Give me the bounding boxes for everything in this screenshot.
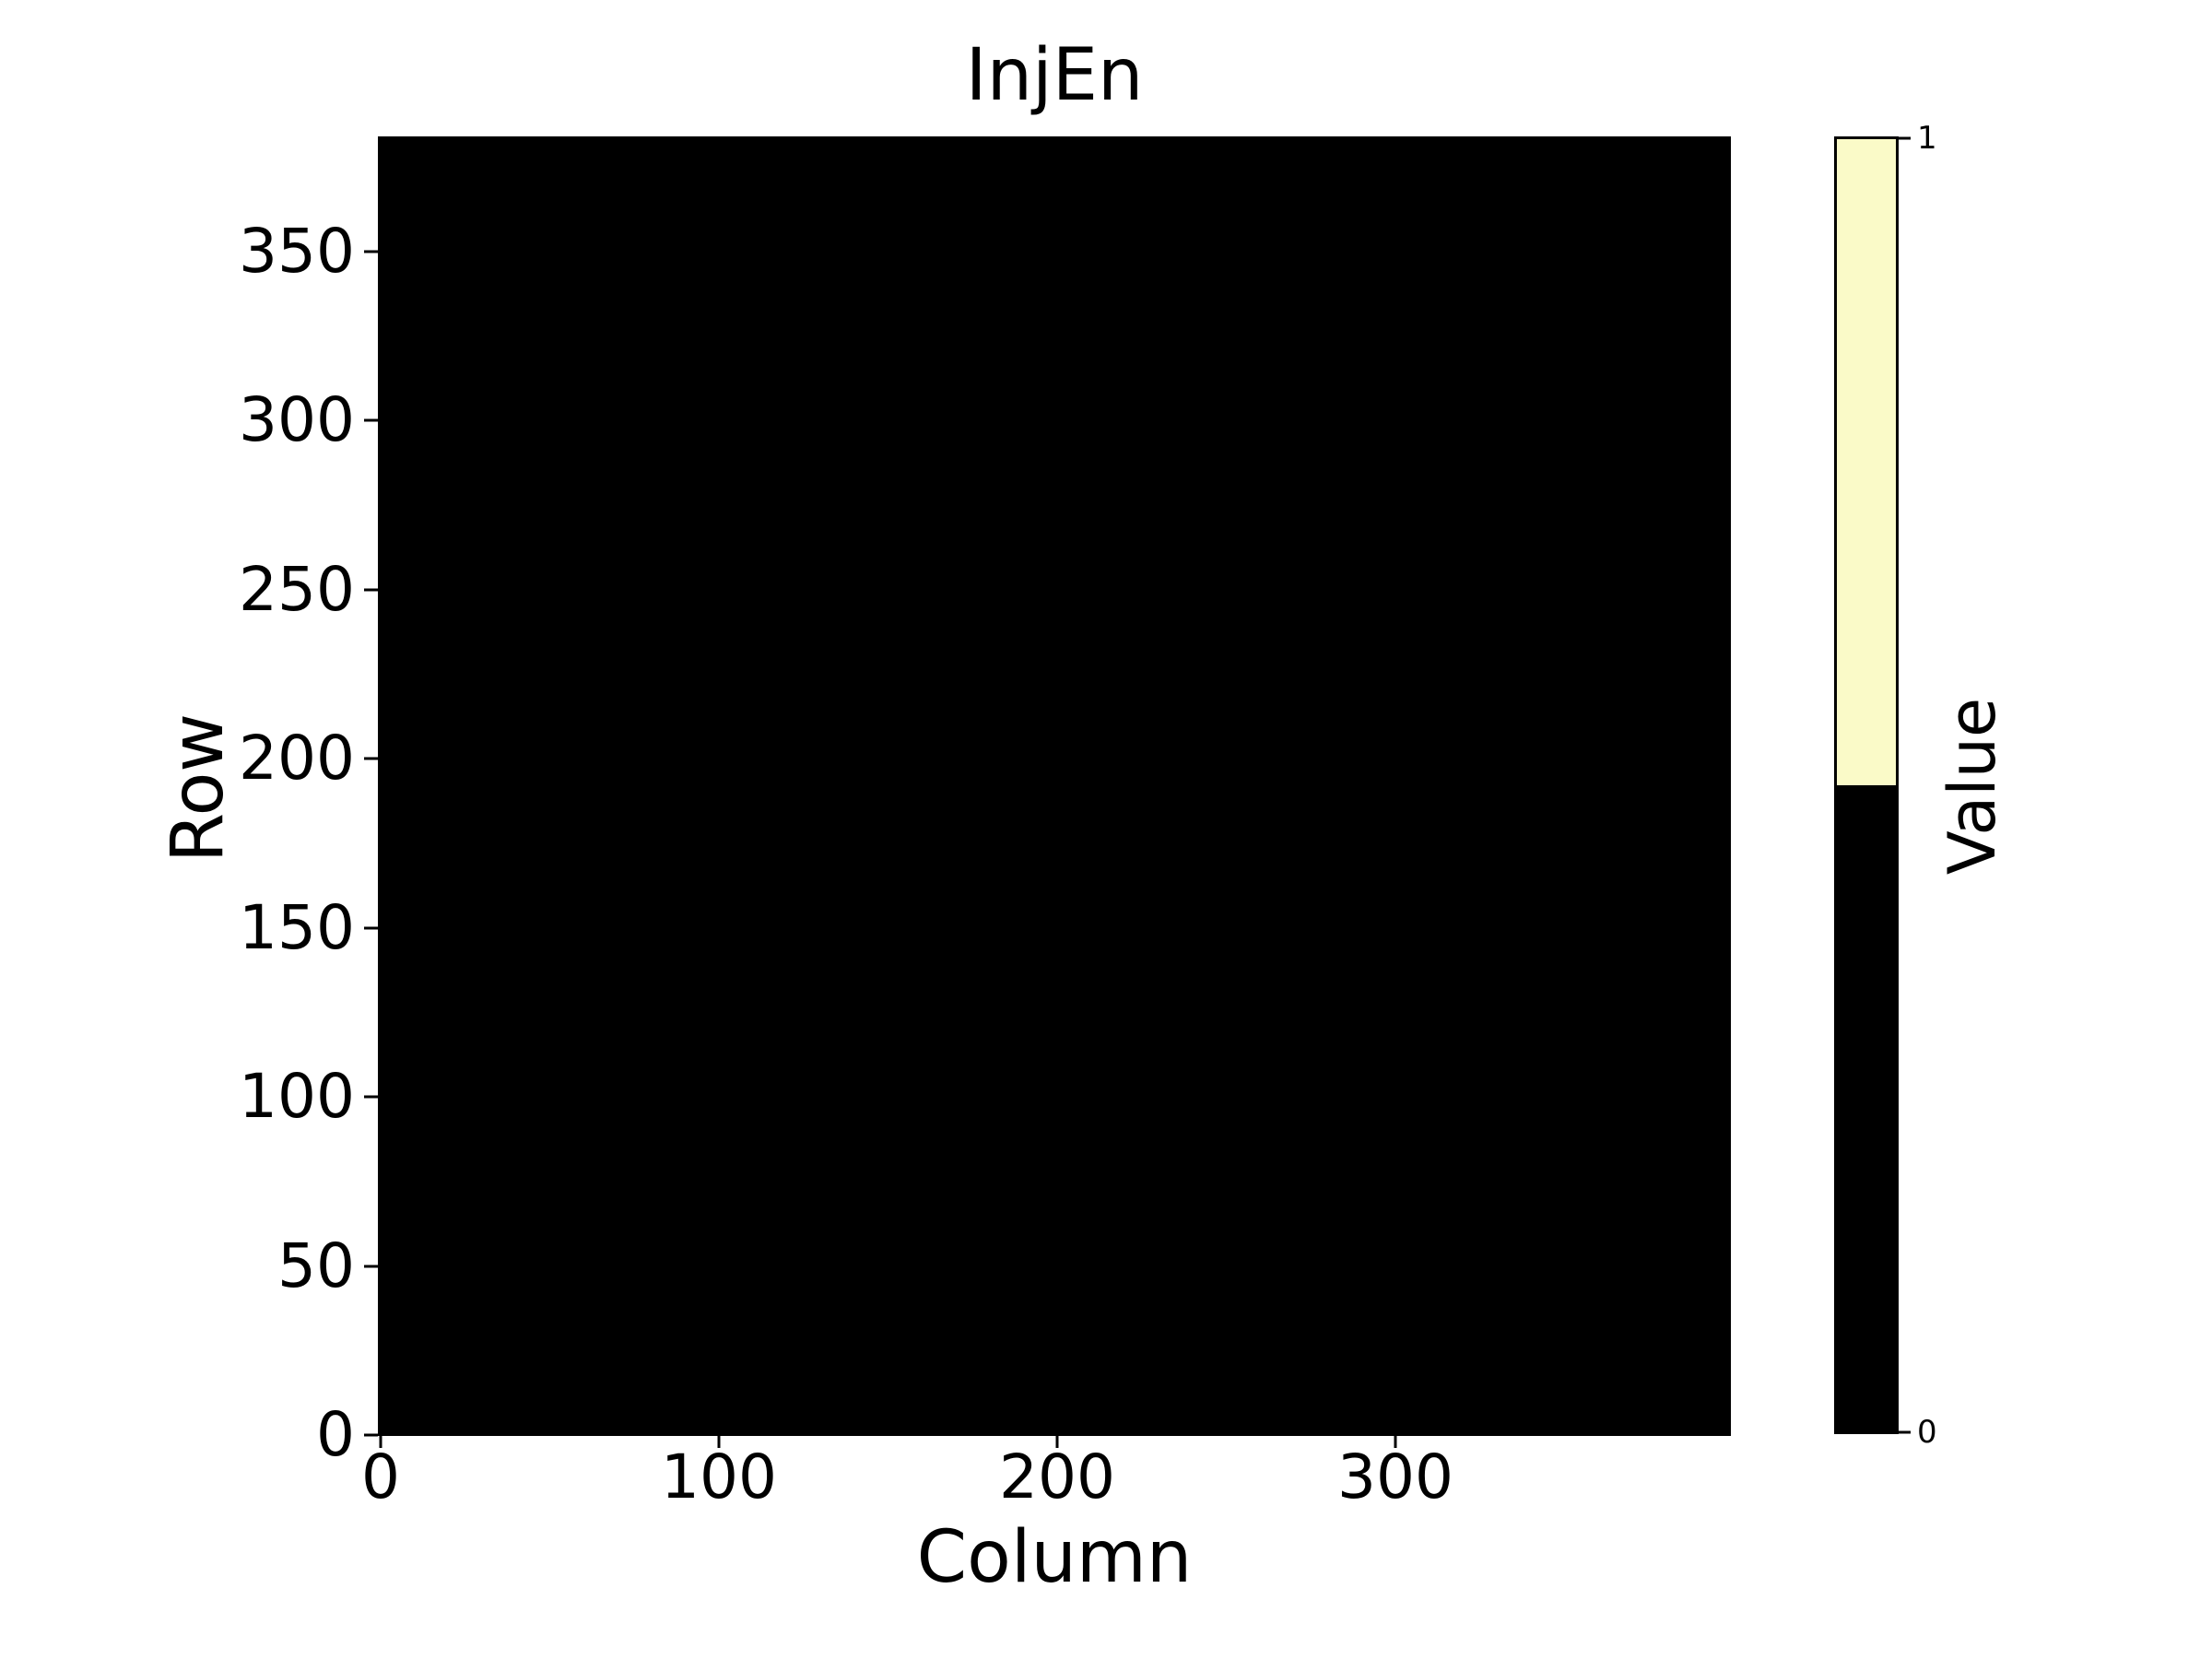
y-axis-label: Row: [157, 712, 240, 864]
colorbar-segment-value0: [1837, 785, 1896, 1431]
colorbar-segment-value1: [1837, 139, 1896, 785]
y-tick-label: 50: [277, 1230, 355, 1301]
y-tick-label: 300: [239, 384, 355, 455]
y-tick-label: 200: [239, 723, 355, 794]
y-tick-label: 100: [239, 1061, 355, 1132]
colorbar-tick-mark: [1899, 136, 1911, 140]
x-axis-label: Column: [916, 1516, 1193, 1599]
y-tick-label: 350: [239, 216, 355, 287]
y-tick-mark: [364, 250, 378, 253]
chart-title: InjEn: [965, 34, 1144, 117]
y-tick-mark: [364, 926, 378, 930]
colorbar: [1834, 136, 1899, 1434]
x-tick-mark: [379, 1436, 382, 1448]
y-tick-mark: [364, 1095, 378, 1099]
x-tick-label: 200: [999, 1441, 1115, 1512]
y-tick-label: 250: [239, 554, 355, 625]
x-tick-mark: [717, 1436, 721, 1448]
y-tick-mark: [364, 418, 378, 422]
y-tick-mark: [364, 1265, 378, 1268]
x-tick-label: 0: [361, 1441, 400, 1512]
y-tick-mark: [364, 757, 378, 760]
x-tick-label: 100: [661, 1441, 777, 1512]
y-tick-label: 0: [316, 1399, 355, 1470]
colorbar-tick-label: 1: [1917, 120, 1937, 157]
y-tick-mark: [364, 1433, 378, 1437]
x-tick-mark: [1394, 1436, 1397, 1448]
x-tick-label: 300: [1337, 1441, 1453, 1512]
colorbar-tick-mark: [1899, 1430, 1911, 1434]
colorbar-label: Value: [1935, 697, 2010, 876]
x-tick-mark: [1055, 1436, 1059, 1448]
y-tick-mark: [364, 588, 378, 592]
colorbar-tick-label: 0: [1917, 1414, 1937, 1451]
y-tick-label: 150: [239, 892, 355, 963]
heatmap-plot-area: [378, 136, 1731, 1436]
